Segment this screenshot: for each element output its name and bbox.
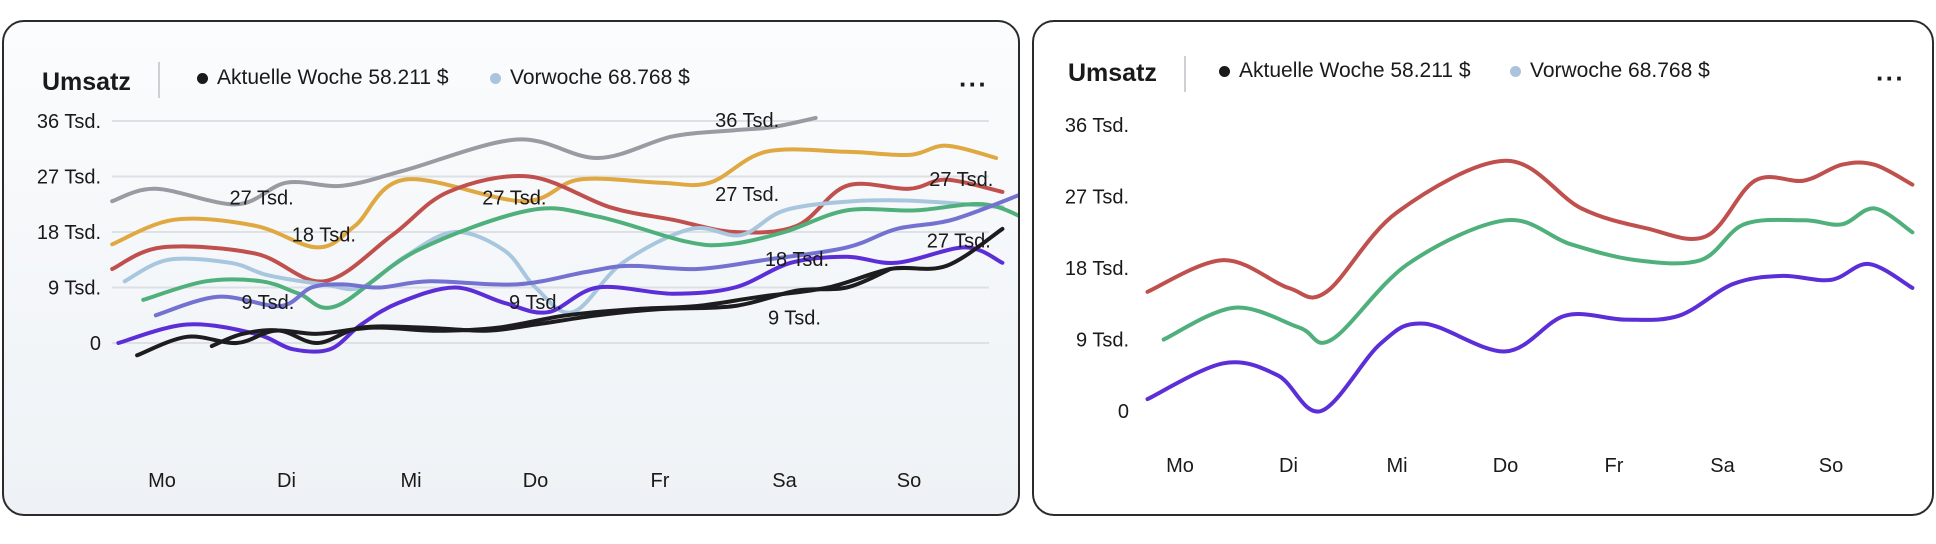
data-label: 27 Tsd. <box>927 230 991 252</box>
x-tick-label: Di <box>277 470 296 492</box>
data-label: 27 Tsd. <box>230 187 294 209</box>
series-line[interactable] <box>135 226 1005 358</box>
data-label: 9 Tsd. <box>241 292 294 314</box>
card-title: Umsatz <box>42 68 131 96</box>
x-tick-label: Sa <box>1710 455 1735 477</box>
legend-item-previous-week[interactable]: Vorwoche 68.768 $ <box>1510 59 1710 83</box>
legend-item-current-week[interactable]: Aktuelle Woche 58.211 $ <box>1219 59 1471 83</box>
data-label: 18 Tsd. <box>765 249 829 271</box>
series-line[interactable] <box>209 267 893 349</box>
legend-label: Vorwoche 68.768 $ <box>1530 59 1710 82</box>
card-header: Umsatz Aktuelle Woche 58.211 $ Vorwoche … <box>1034 22 1932 92</box>
more-options-button[interactable]: ··· <box>959 69 988 99</box>
x-tick-label: Fr <box>1605 455 1624 477</box>
series-line[interactable] <box>110 115 818 207</box>
y-tick-label: 27 Tsd. <box>1065 187 1129 209</box>
x-tick-label: Fr <box>651 470 670 492</box>
legend-dot <box>490 72 501 84</box>
header-divider <box>158 62 160 98</box>
chart-area: 36 Tsd. 27 Tsd. 18 Tsd. 9 Tsd. 0 Mo Di Mi Do Fr Sa… <box>37 110 1018 492</box>
legend-dot <box>1510 65 1521 77</box>
series-line[interactable] <box>116 245 1005 354</box>
data-label: 27 Tsd. <box>482 187 546 209</box>
data-label: 27 Tsd. <box>929 169 993 191</box>
y-tick-label: 9 Tsd. <box>48 278 101 300</box>
header-divider <box>1184 56 1186 92</box>
card-title: Umsatz <box>1068 59 1157 87</box>
series-line[interactable] <box>110 143 999 250</box>
legend-label: Aktuelle Woche 58.211 $ <box>217 66 449 89</box>
chart-card-right: Umsatz Aktuelle Woche 58.211 $ Vorwoche … <box>1032 20 1934 516</box>
legend-item-current-week[interactable]: Aktuelle Woche 58.211 $ <box>197 66 449 90</box>
y-tick-label: 36 Tsd. <box>37 111 101 133</box>
x-tick-label: Mo <box>1166 455 1194 477</box>
legend-label: Vorwoche 68.768 $ <box>510 66 690 89</box>
legend-item-previous-week[interactable]: Vorwoche 68.768 $ <box>490 66 690 90</box>
more-options-button[interactable]: ··· <box>1876 63 1905 93</box>
series-line[interactable] <box>1145 158 1915 300</box>
series-line[interactable] <box>1145 261 1915 414</box>
y-tick-label: 0 <box>90 333 101 355</box>
x-tick-label: Do <box>523 470 549 492</box>
series-line[interactable] <box>141 202 1018 310</box>
y-tick-label: 9 Tsd. <box>1076 330 1129 352</box>
y-tick-label: 36 Tsd. <box>1065 115 1129 137</box>
x-tick-label: Mo <box>148 470 176 492</box>
x-tick-label: Di <box>1279 455 1298 477</box>
legend-label: Aktuelle Woche 58.211 $ <box>1239 59 1471 82</box>
x-tick-label: Do <box>1493 455 1519 477</box>
card-header: Umsatz Aktuelle Woche 58.211 $ Vorwoche … <box>4 22 1018 98</box>
data-label: 9 Tsd. <box>768 308 821 330</box>
chart-area: 36 Tsd. 27 Tsd. 18 Tsd. 9 Tsd. 0 Mo Di Mi Do Fr Sa… <box>1065 115 1915 477</box>
x-tick-label: So <box>897 470 921 492</box>
data-label: 9 Tsd. <box>509 292 562 314</box>
series-line[interactable] <box>153 192 1018 318</box>
legend-dot <box>1219 65 1230 77</box>
x-tick-label: Mi <box>400 470 421 492</box>
chart-card-left: Umsatz Aktuelle Woche 58.211 $ Vorwoche … <box>2 20 1020 516</box>
series-line[interactable] <box>110 174 1005 284</box>
y-tick-label: 0 <box>1118 401 1129 423</box>
data-label: 36 Tsd. <box>715 110 779 132</box>
y-tick-label: 18 Tsd. <box>1065 258 1129 280</box>
series-line[interactable] <box>1161 206 1915 345</box>
x-tick-label: Mi <box>1386 455 1407 477</box>
data-label: 18 Tsd. <box>292 224 356 246</box>
y-tick-label: 18 Tsd. <box>37 222 101 244</box>
data-label: 27 Tsd. <box>715 184 779 206</box>
x-tick-label: So <box>1819 455 1843 477</box>
x-tick-label: Sa <box>772 470 797 492</box>
y-tick-label: 27 Tsd. <box>37 167 101 189</box>
legend-dot <box>197 72 208 84</box>
